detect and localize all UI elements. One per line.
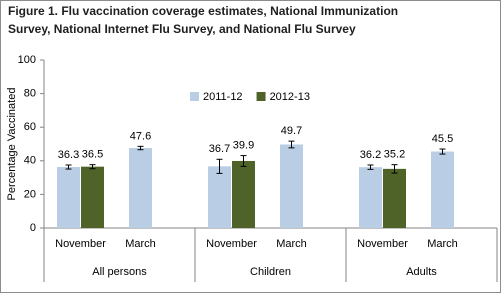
x-tick-label: March xyxy=(125,238,156,250)
x-tick-label: March xyxy=(276,238,307,250)
y-tick-label: 100 xyxy=(18,54,36,66)
bar xyxy=(81,166,104,228)
value-label: 36.5 xyxy=(82,149,103,161)
bar xyxy=(359,167,382,228)
chart-title-line: Figure 1. Flu vaccination coverage estim… xyxy=(8,4,398,18)
y-tick-label: 40 xyxy=(24,155,36,167)
bar xyxy=(208,166,231,228)
group-label: All persons xyxy=(92,266,147,278)
value-label: 36.3 xyxy=(58,149,79,161)
bar xyxy=(383,168,406,228)
legend-swatch xyxy=(256,92,266,101)
value-label: 39.9 xyxy=(233,139,254,151)
bar xyxy=(280,144,303,228)
y-tick-label: 80 xyxy=(24,88,36,100)
y-tick-label: 60 xyxy=(24,121,36,133)
value-label: 45.5 xyxy=(432,133,453,145)
x-tick-label: March xyxy=(427,238,458,250)
bar xyxy=(57,167,80,228)
legend-swatch xyxy=(190,92,199,101)
bar xyxy=(232,160,255,228)
group-label: Children xyxy=(250,266,291,278)
x-tick-label: November xyxy=(206,238,257,250)
legend-label: 2011-12 xyxy=(203,91,243,103)
value-label: 47.6 xyxy=(130,130,151,142)
x-tick-label: November xyxy=(357,238,408,250)
group-label: Adults xyxy=(406,266,437,278)
y-axis-title: Percentage Vaccinated xyxy=(6,88,18,201)
y-tick-label: 0 xyxy=(30,222,36,234)
bar xyxy=(431,151,454,228)
value-label: 35.2 xyxy=(384,149,405,161)
value-label: 49.7 xyxy=(281,125,302,137)
bar xyxy=(129,148,152,228)
x-tick-label: November xyxy=(55,238,106,250)
legend-label: 2012-13 xyxy=(270,91,310,103)
value-label: 36.2 xyxy=(360,149,381,161)
y-tick-label: 20 xyxy=(24,188,36,200)
chart-title-line: Survey, National Internet Flu Survey, an… xyxy=(8,22,356,36)
value-label: 36.7 xyxy=(209,143,230,155)
